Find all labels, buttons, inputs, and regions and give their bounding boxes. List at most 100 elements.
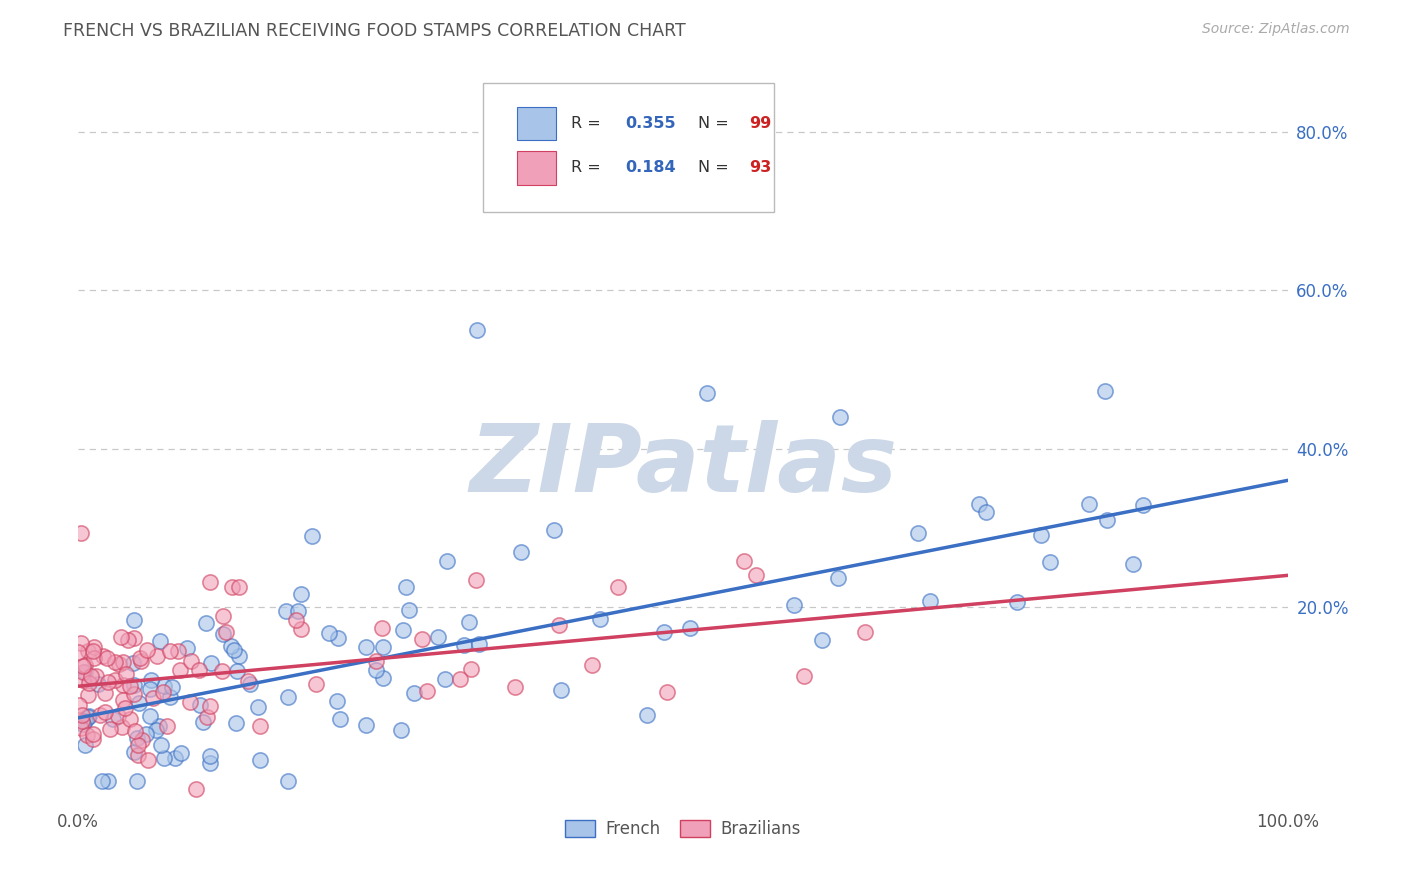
Point [371, 621, 394, 635]
Text: 99: 99 [749, 116, 772, 131]
Point [236, 673, 259, 688]
Point [100, 722, 122, 736]
Point [853, 624, 876, 639]
Point [122, 656, 145, 670]
Point [974, 505, 997, 519]
Text: Source: ZipAtlas.com: Source: ZipAtlas.com [1202, 22, 1350, 37]
Point [389, 723, 412, 737]
Point [77, 710, 100, 724]
Point [198, 575, 221, 590]
Text: N =: N = [697, 161, 734, 176]
Point [159, 690, 181, 704]
Point [70, 722, 93, 736]
Point [287, 604, 309, 618]
Point [80, 669, 103, 683]
Point [636, 708, 658, 723]
Point [191, 714, 214, 729]
Point [679, 622, 702, 636]
Point [290, 587, 312, 601]
Point [830, 409, 852, 424]
Point [326, 631, 349, 645]
Point [1132, 499, 1154, 513]
Point [246, 700, 269, 714]
Point [195, 710, 218, 724]
Point [97, 674, 120, 689]
Point [104, 673, 127, 687]
Point [72, 717, 94, 731]
Point [112, 678, 135, 692]
Point [87, 676, 110, 690]
Point [305, 676, 328, 690]
Point [460, 662, 482, 676]
Point [1005, 595, 1028, 609]
Point [107, 657, 129, 671]
Point [149, 634, 172, 648]
Point [402, 686, 425, 700]
Point [83, 650, 105, 665]
Point [176, 640, 198, 655]
Point [225, 716, 247, 731]
Point [652, 624, 675, 639]
Point [222, 643, 245, 657]
Point [907, 525, 929, 540]
Point [118, 712, 141, 726]
Point [810, 633, 832, 648]
Point [200, 756, 222, 770]
Point [97, 774, 120, 789]
Point [153, 751, 176, 765]
Point [118, 679, 141, 693]
Point [112, 655, 135, 669]
FancyBboxPatch shape [517, 107, 555, 140]
Point [135, 727, 157, 741]
Point [79, 709, 101, 723]
Point [82, 644, 104, 658]
Point [131, 733, 153, 747]
Point [101, 712, 124, 726]
Point [111, 693, 134, 707]
Point [70, 707, 93, 722]
Point [550, 683, 572, 698]
Point [73, 714, 96, 728]
Point [91, 774, 114, 789]
Point [354, 640, 377, 654]
Point [167, 644, 190, 658]
Point [371, 640, 394, 654]
Point [124, 631, 146, 645]
Point [138, 709, 160, 723]
Point [221, 639, 243, 653]
Point [636, 188, 658, 202]
Point [91, 648, 114, 663]
Point [86, 669, 108, 683]
Point [73, 665, 96, 680]
Point [284, 613, 307, 627]
Point [152, 684, 174, 698]
Point [1122, 558, 1144, 572]
Point [146, 649, 169, 664]
Point [139, 673, 162, 688]
Point [122, 745, 145, 759]
Point [117, 632, 139, 647]
Point [160, 680, 183, 694]
Point [125, 774, 148, 789]
Point [733, 553, 755, 567]
Point [211, 627, 233, 641]
Point [77, 644, 100, 658]
Point [827, 571, 849, 585]
Point [395, 580, 418, 594]
Point [82, 732, 104, 747]
Point [110, 631, 132, 645]
Point [198, 698, 221, 713]
Point [364, 663, 387, 677]
Point [548, 617, 571, 632]
Point [392, 624, 415, 638]
Point [783, 599, 806, 613]
Point [920, 594, 942, 608]
Point [122, 687, 145, 701]
Point [67, 698, 90, 713]
Point [467, 323, 489, 337]
Point [1095, 513, 1118, 527]
Point [142, 691, 165, 706]
Point [186, 782, 208, 797]
Point [136, 753, 159, 767]
Text: 0.184: 0.184 [626, 161, 676, 176]
